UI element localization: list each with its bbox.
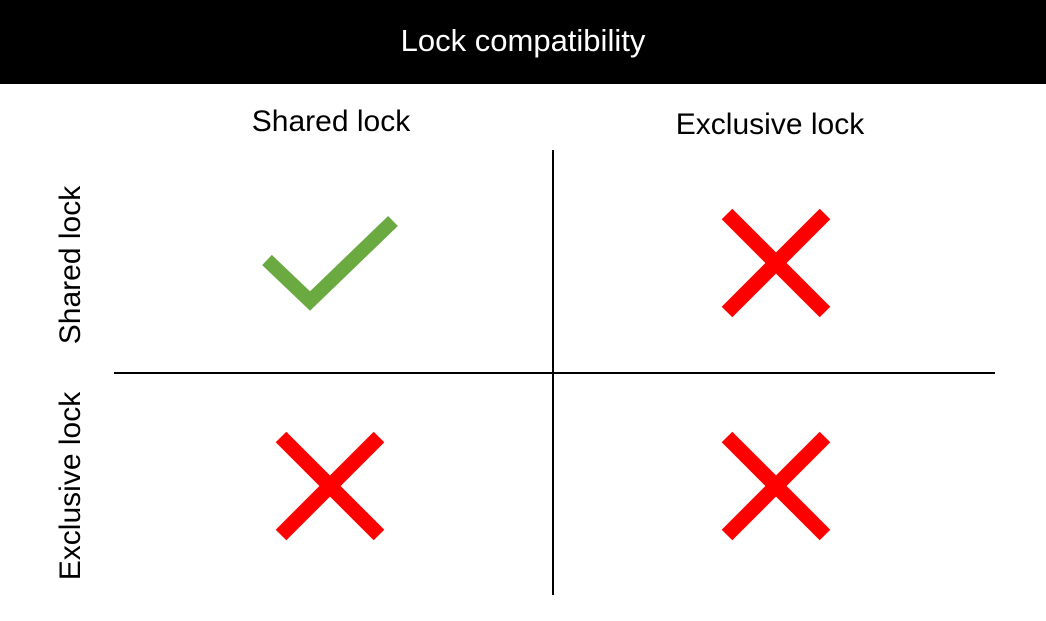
cross-icon-exclusive-lock-vs-exclusive-lock [721, 431, 831, 541]
cross-icon-exclusive-lock-vs-shared-lock [275, 431, 385, 541]
diagram-title: Lock compatibility [400, 22, 646, 58]
title-bar: Lock compatibility [0, 0, 1046, 84]
cross-icon-shared-lock-vs-exclusive-lock [721, 208, 831, 318]
column-header-shared-lock: Shared lock [251, 105, 411, 138]
column-header-exclusive-lock: Exclusive lock [675, 108, 865, 141]
check-icon-shared-lock-vs-shared-lock [262, 215, 398, 311]
